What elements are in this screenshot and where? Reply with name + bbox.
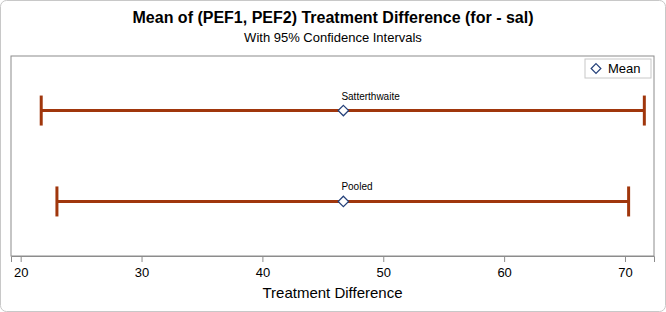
x-tick-mark [262,256,263,262]
legend-label: Mean [608,61,641,76]
legend-box [585,59,651,78]
x-tick-mark [504,256,505,262]
category-label: Pooled [341,181,372,192]
x-tick: 70 [618,256,632,280]
x-tick-label: 20 [14,265,28,280]
upper-cap [627,186,630,216]
x-tick: 40 [256,256,270,280]
category-label: Satterthwaite [341,91,400,102]
x-tick-label: 40 [256,265,270,280]
x-tick-label: 60 [497,265,511,280]
mean-marker [338,196,348,206]
legend: Mean [585,59,651,78]
x-tick-mark [625,256,626,262]
x-tick-label: 70 [618,265,632,280]
x-tick-label: 30 [135,265,149,280]
lower-cap [40,96,43,126]
x-tick-mark [142,256,143,262]
marks [41,96,644,217]
x-axis-title: Treatment Difference [262,284,402,301]
mean-marker [338,105,348,115]
x-tick: 30 [135,256,149,280]
subtitle: With 95% Confidence Intervals [244,30,422,45]
x-tick-mark [21,256,22,262]
x-tick-label: 50 [377,265,391,280]
page-border [1,1,666,312]
x-tick: 20 [14,256,28,280]
x-axis: 20 30 40 50 60 70 [12,256,655,280]
plot-frame [11,56,654,256]
x-tick: 50 [377,256,391,280]
upper-cap [643,96,646,126]
x-axis-line [12,257,655,263]
lower-cap [55,186,58,216]
x-tick: 60 [497,256,511,280]
x-tick-mark [383,256,384,262]
legend-symbol [591,64,601,74]
title: Mean of (PEF1, PEF2) Treatment Differenc… [133,9,534,26]
